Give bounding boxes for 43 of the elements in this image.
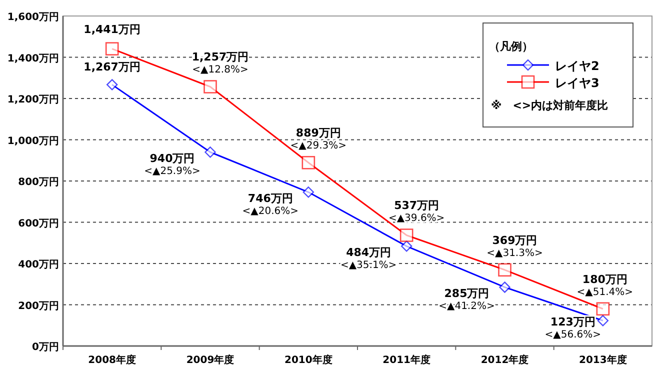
x-tick-label: 2012年度 bbox=[480, 354, 529, 366]
point bbox=[597, 315, 609, 326]
y-tick-label: 1,600万円 bbox=[7, 12, 59, 23]
y-tick-label: 800万円 bbox=[18, 177, 59, 188]
data-label: 1,267万円 bbox=[84, 60, 140, 74]
data-label: 369万円 <▲31.3%> bbox=[486, 234, 543, 259]
legend-label: レイヤ3 bbox=[555, 76, 600, 90]
data-label: 123万円 <▲56.6%> bbox=[544, 316, 602, 341]
y-tick-label: 1,000万円 bbox=[7, 136, 59, 147]
x-tick-label: 2009年度 bbox=[186, 354, 234, 366]
annotation: ※ <>内は対前年度比 bbox=[491, 99, 608, 112]
data-label: 889万円 <▲29.3%> bbox=[290, 126, 347, 152]
point bbox=[596, 302, 610, 316]
point bbox=[106, 79, 118, 90]
point bbox=[302, 186, 314, 198]
data-label: 1,257万円 <▲12.8%> bbox=[192, 50, 249, 76]
data-label: 484万円 <▲35.1%> bbox=[340, 246, 397, 272]
data-label: 537万円 <▲39.6%> bbox=[388, 199, 445, 224]
point bbox=[105, 42, 119, 56]
data-label: 285万円 <▲41.2%> bbox=[438, 287, 495, 312]
x-tick-label: 2011年度 bbox=[382, 354, 431, 366]
point bbox=[204, 146, 216, 158]
x-tick-label: 2013年度 bbox=[578, 354, 627, 366]
data-label: 746万円 <▲20.6%> bbox=[242, 192, 299, 218]
point bbox=[498, 263, 512, 277]
x-tick-label: 2008年度 bbox=[88, 354, 136, 366]
y-tick-label: 1,200万円 bbox=[7, 94, 59, 106]
data-label: 180万円 <▲51.4%> bbox=[576, 272, 634, 298]
point bbox=[499, 282, 510, 293]
x-tick-label: 2010年度 bbox=[284, 354, 332, 366]
data-label: 1,441万円 bbox=[84, 22, 140, 36]
y-tick-label: 0万円 bbox=[32, 342, 59, 353]
point bbox=[302, 156, 316, 170]
legend-label: レイヤ2 bbox=[555, 59, 600, 73]
legend-title: （凡例） bbox=[489, 40, 533, 53]
y-tick-label: 400万円 bbox=[18, 260, 59, 270]
y-tick-label: 1,400万円 bbox=[7, 53, 59, 64]
point bbox=[400, 228, 414, 242]
data-label: 940万円 <▲25.9%> bbox=[144, 152, 200, 178]
point bbox=[400, 240, 412, 252]
y-tick-label: 600万円 bbox=[18, 218, 59, 230]
y-tick-label: 200万円 bbox=[18, 300, 59, 312]
point bbox=[204, 80, 217, 94]
